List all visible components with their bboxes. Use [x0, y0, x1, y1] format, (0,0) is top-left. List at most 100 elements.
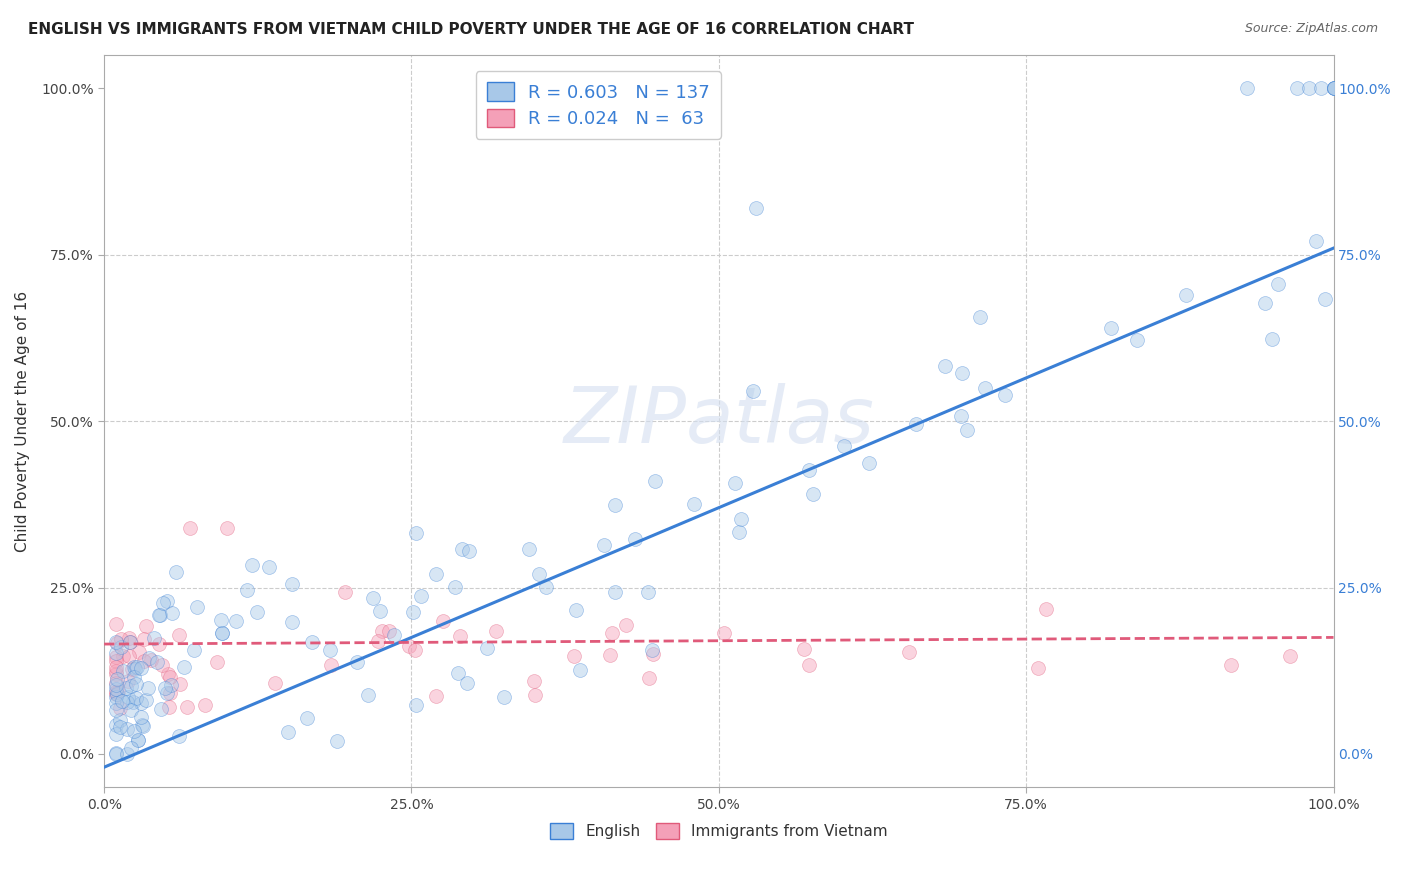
- Point: [713, 625, 735, 640]
- Point: [301, 634, 323, 648]
- Text: Source: ZipAtlas.com: Source: ZipAtlas.com: [1244, 22, 1378, 36]
- Point: [118, 648, 141, 663]
- Point: [121, 680, 143, 694]
- Point: [444, 580, 467, 594]
- Point: [105, 654, 128, 668]
- Point: [127, 733, 149, 747]
- Point: [125, 690, 148, 705]
- Point: [799, 463, 821, 477]
- Point: [134, 618, 156, 632]
- Point: [644, 475, 666, 489]
- Point: [624, 532, 647, 546]
- Point: [405, 698, 427, 713]
- Point: [614, 617, 637, 632]
- Point: [534, 580, 557, 594]
- Point: [1174, 288, 1197, 302]
- Point: [363, 591, 385, 605]
- Point: [950, 366, 973, 380]
- Point: [368, 604, 391, 618]
- Point: [167, 627, 190, 641]
- Point: [1028, 660, 1050, 674]
- Point: [447, 665, 470, 680]
- Point: [105, 696, 128, 710]
- Point: [451, 542, 474, 557]
- Point: [132, 719, 155, 733]
- Point: [115, 747, 138, 761]
- Point: [1279, 649, 1302, 664]
- Point: [105, 664, 128, 678]
- Point: [105, 727, 128, 741]
- Point: [485, 624, 508, 638]
- Point: [1298, 81, 1320, 95]
- Point: [793, 641, 815, 656]
- Point: [136, 681, 159, 695]
- Point: [834, 439, 856, 453]
- Point: [148, 637, 170, 651]
- Point: [122, 660, 145, 674]
- Point: [173, 660, 195, 674]
- Point: [280, 615, 302, 629]
- Point: [319, 642, 342, 657]
- Point: [132, 632, 155, 647]
- Point: [240, 558, 263, 573]
- Point: [897, 645, 920, 659]
- Point: [744, 201, 766, 215]
- Point: [105, 676, 128, 690]
- Point: [211, 625, 233, 640]
- Point: [1285, 81, 1308, 95]
- Point: [149, 608, 172, 623]
- Point: [425, 689, 447, 703]
- Point: [950, 409, 973, 423]
- Point: [600, 626, 623, 640]
- Point: [236, 583, 259, 598]
- Point: [110, 632, 132, 647]
- Legend: English, Immigrants from Vietnam: English, Immigrants from Vietnam: [544, 817, 894, 846]
- Point: [111, 649, 134, 664]
- Point: [111, 664, 134, 678]
- Point: [146, 655, 169, 669]
- Point: [108, 701, 131, 715]
- Point: [682, 497, 704, 511]
- Y-axis label: Child Poverty Under the Age of 16: Child Poverty Under the Age of 16: [15, 291, 30, 552]
- Point: [105, 684, 128, 698]
- Point: [974, 381, 997, 395]
- Point: [378, 624, 401, 638]
- Point: [599, 648, 621, 662]
- Point: [1322, 81, 1344, 95]
- Point: [357, 688, 380, 702]
- Point: [153, 681, 176, 696]
- Point: [150, 658, 173, 673]
- Point: [523, 688, 546, 702]
- Point: [371, 624, 394, 638]
- Point: [934, 359, 956, 373]
- Point: [605, 498, 627, 512]
- Point: [569, 663, 592, 677]
- Point: [114, 681, 136, 696]
- Point: [382, 628, 405, 642]
- Point: [148, 608, 170, 623]
- Point: [211, 626, 233, 640]
- Point: [205, 656, 228, 670]
- Point: [724, 475, 747, 490]
- Point: [565, 602, 588, 616]
- Point: [993, 388, 1015, 402]
- Point: [121, 694, 143, 708]
- Point: [108, 713, 131, 727]
- Point: [1236, 81, 1258, 95]
- Point: [122, 724, 145, 739]
- Point: [105, 687, 128, 701]
- Point: [1315, 292, 1337, 306]
- Point: [176, 700, 198, 714]
- Point: [149, 701, 172, 715]
- Point: [1099, 320, 1122, 334]
- Point: [127, 659, 149, 673]
- Point: [281, 576, 304, 591]
- Point: [456, 676, 478, 690]
- Point: [217, 520, 239, 534]
- Point: [105, 746, 128, 760]
- Point: [105, 646, 128, 660]
- Point: [105, 616, 128, 631]
- Point: [120, 635, 142, 649]
- Point: [115, 696, 138, 710]
- Point: [105, 660, 128, 674]
